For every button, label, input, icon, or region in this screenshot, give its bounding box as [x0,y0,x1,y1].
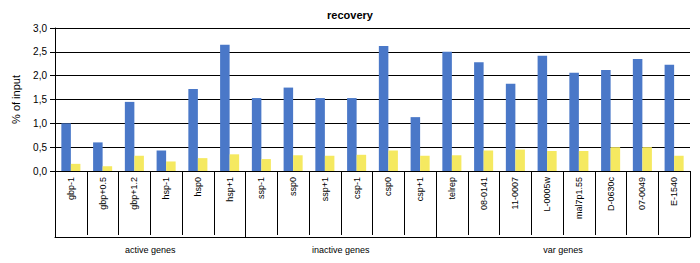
svg-text:3,0: 3,0 [33,23,47,34]
svg-text:0,0: 0,0 [33,166,47,177]
svg-text:08-0141: 08-0141 [479,177,489,210]
svg-text:ssp-1: ssp-1 [256,177,266,199]
svg-text:hsp+1: hsp+1 [225,177,235,202]
svg-text:gbp-1: gbp-1 [66,177,76,200]
svg-text:% of input: % of input [10,75,22,124]
svg-text:1,5: 1,5 [33,94,47,105]
svg-text:var genes: var genes [543,245,583,255]
svg-text:11-0007: 11-0007 [510,177,520,209]
svg-text:csp+1: csp+1 [415,177,425,201]
svg-text:L-0005w: L-0005w [542,177,552,212]
svg-text:gbp+1.2: gbp+1.2 [129,177,139,210]
svg-text:2,5: 2,5 [33,46,47,57]
svg-text:D-0630c: D-0630c [606,177,616,212]
svg-text:csp0: csp0 [383,177,393,196]
svg-text:hsp-1: hsp-1 [161,177,171,200]
svg-text:hsp0: hsp0 [193,177,203,197]
svg-text:0,5: 0,5 [33,142,47,153]
svg-text:mal7p1.55: mal7p1.55 [574,177,584,219]
svg-text:E-1540: E-1540 [669,177,679,206]
svg-text:ssp0: ssp0 [288,177,298,196]
svg-text:active genes: active genes [125,245,176,255]
svg-text:1,0: 1,0 [33,118,47,129]
svg-text:ssp+1: ssp+1 [320,177,330,201]
svg-text:07-0049: 07-0049 [637,177,647,210]
svg-text:gbp+0.5: gbp+0.5 [98,177,108,210]
svg-text:inactive genes: inactive genes [312,245,370,255]
svg-text:2,0: 2,0 [33,70,47,81]
svg-text:telrep: telrep [447,177,457,200]
svg-text:recovery: recovery [327,9,374,21]
svg-text:csp-1: csp-1 [352,177,362,199]
